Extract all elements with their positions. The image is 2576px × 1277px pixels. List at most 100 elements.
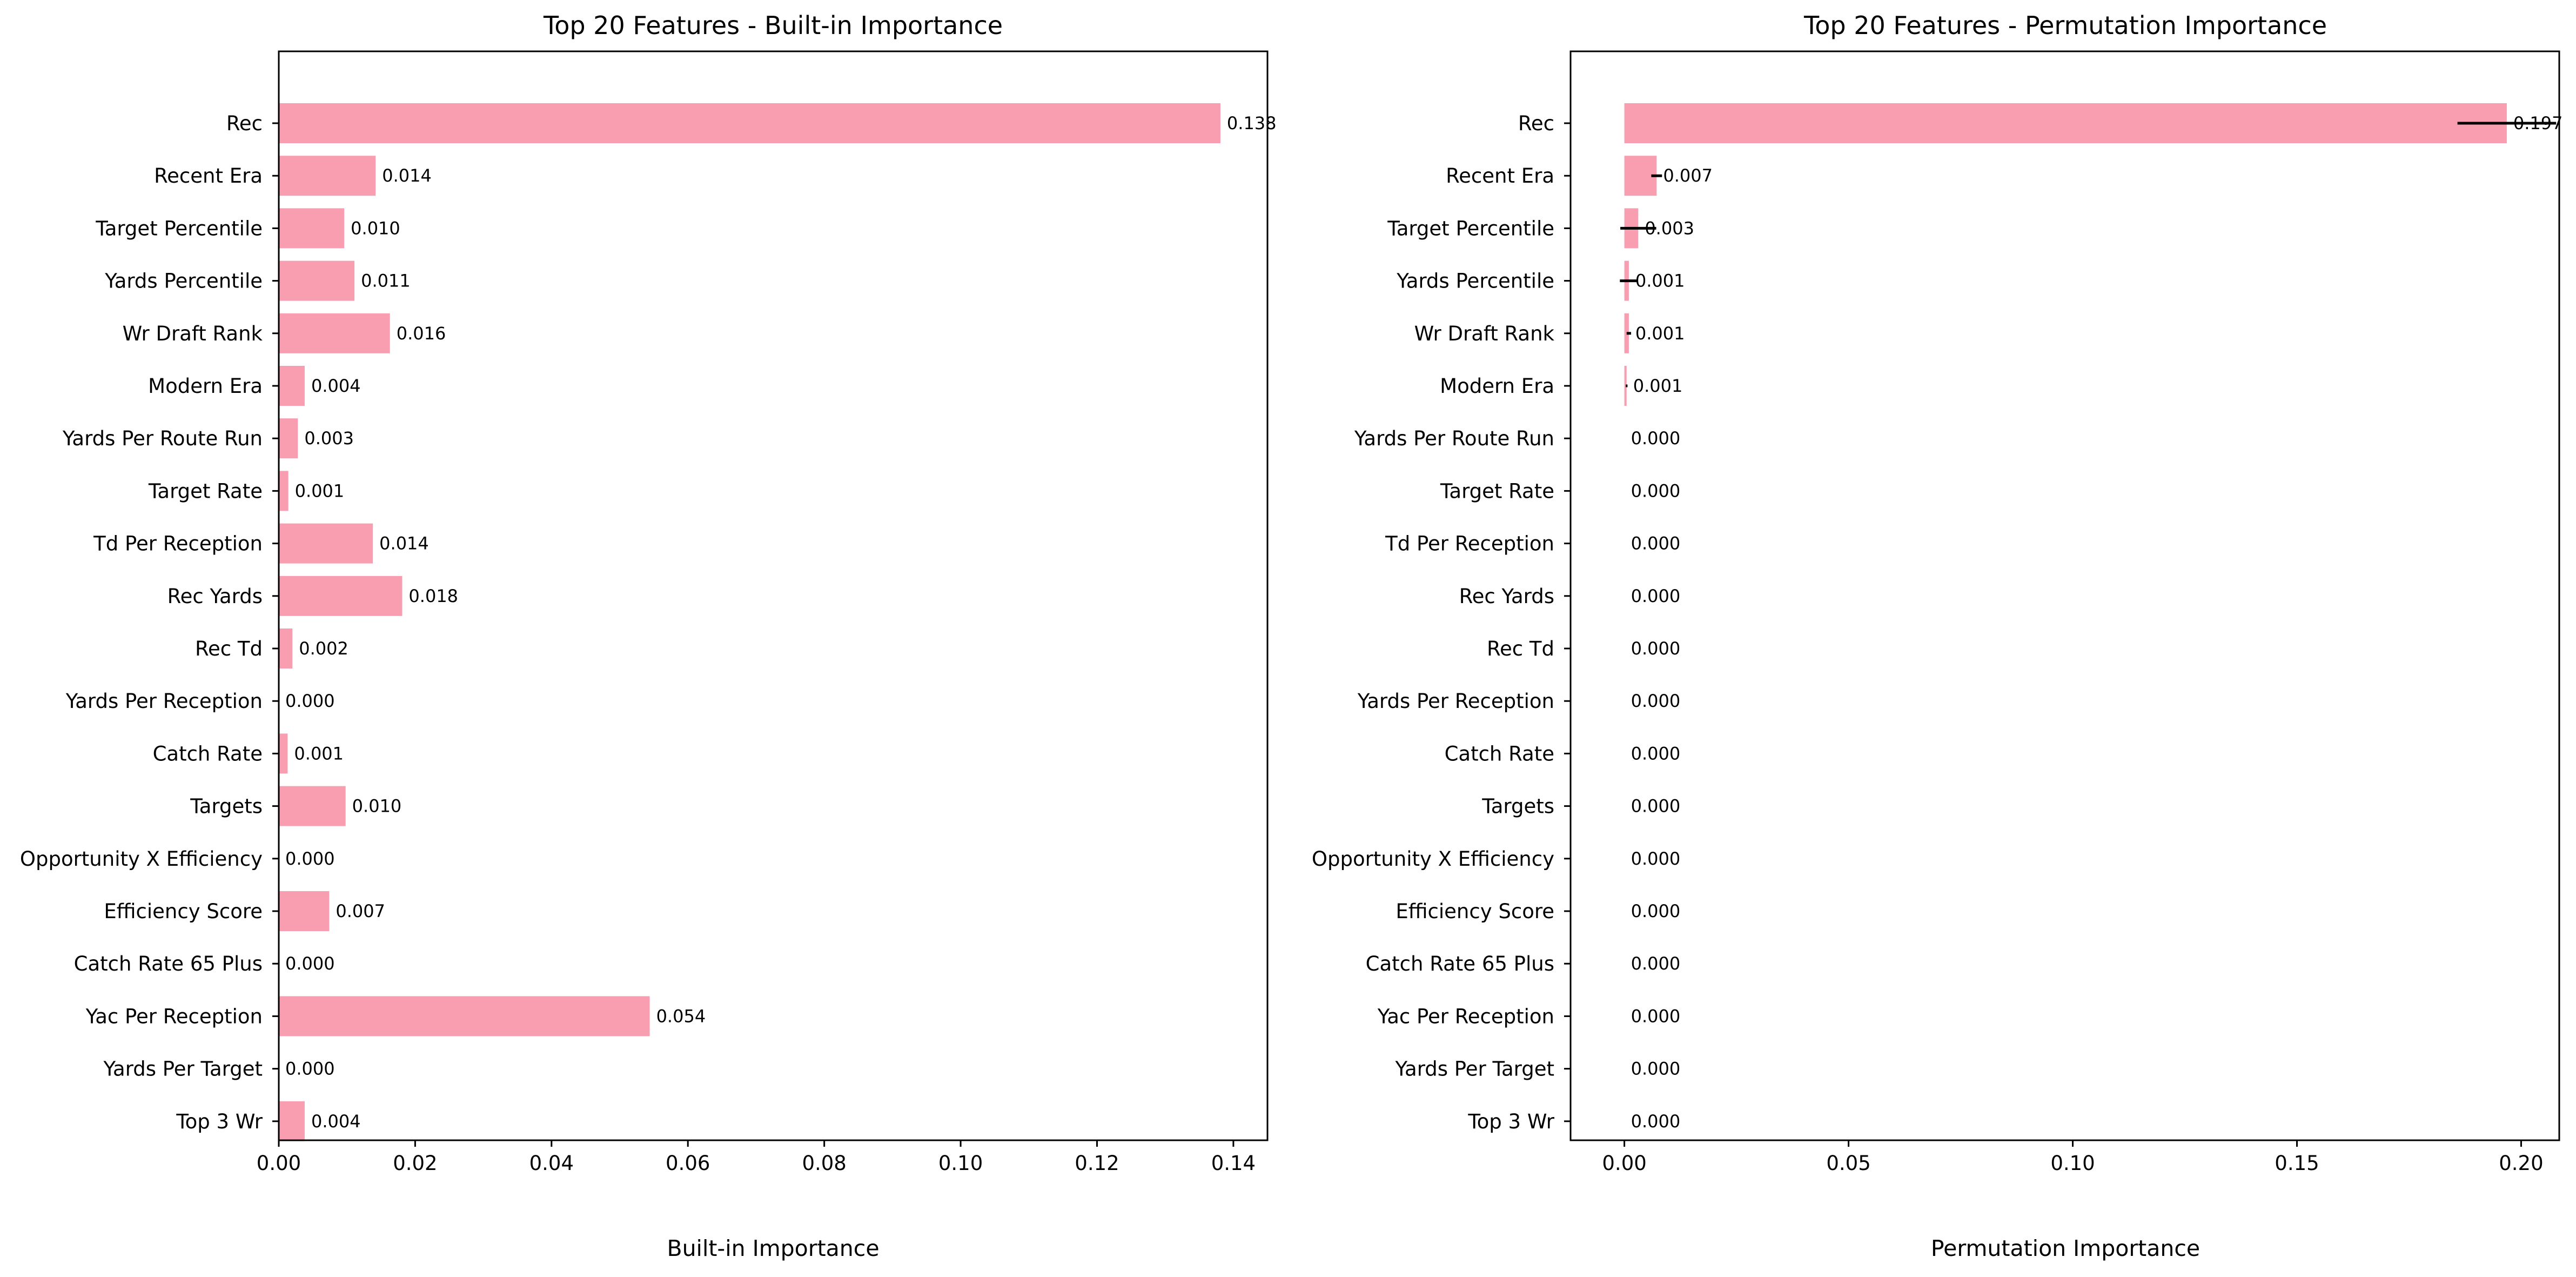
permutation-bar	[1624, 366, 1627, 406]
builtin-category-label: Top 3 Wr	[176, 1110, 263, 1133]
builtin-category-label: Targets	[190, 795, 263, 818]
builtin-bar	[279, 996, 650, 1037]
permutation-category-label: Modern Era	[1440, 375, 1554, 398]
permutation-value-label: 0.001	[1635, 323, 1685, 344]
builtin-category-label: Rec	[226, 112, 263, 135]
builtin-bar	[279, 366, 305, 406]
builtin-bar	[279, 313, 390, 353]
permutation-category-label: Targets	[1481, 795, 1554, 818]
builtin-category-label: Modern Era	[148, 375, 263, 398]
permutation-category-label: Catch Rate	[1445, 742, 1554, 765]
builtin-category-label: Target Percentile	[95, 217, 263, 240]
builtin-bar	[279, 471, 289, 511]
builtin-category-label: Wr Draft Rank	[123, 322, 263, 345]
builtin-value-label: 0.010	[351, 218, 400, 238]
permutation-value-label: 0.000	[1631, 743, 1681, 764]
permutation-category-label: Target Percentile	[1387, 217, 1554, 240]
builtin-value-label: 0.016	[397, 323, 446, 344]
builtin-category-label: Efficiency Score	[104, 900, 263, 923]
builtin-value-label: 0.000	[285, 848, 335, 869]
builtin-value-label: 0.004	[311, 1111, 361, 1132]
permutation-value-label: 0.000	[1631, 848, 1681, 869]
permutation-value-label: 0.003	[1645, 218, 1694, 238]
builtin-value-label: 0.018	[408, 586, 458, 606]
builtin-bar	[279, 156, 376, 196]
permutation-category-label: Yards Per Target	[1395, 1058, 1554, 1081]
permutation-value-label: 0.001	[1635, 271, 1685, 291]
permutation-bar	[1624, 103, 2507, 143]
builtin-value-label: 0.003	[304, 428, 354, 449]
permutation-x-tick-label: 0.15	[2275, 1152, 2319, 1175]
builtin-plot-area: Rec 0.138 Recent Era 0.014 Target Percentile…	[20, 103, 1277, 1175]
builtin-x-axis-label: Built-in Importance	[667, 1235, 879, 1261]
permutation-category-label: Td Per Reception	[1385, 532, 1554, 556]
builtin-bar	[279, 733, 288, 774]
permutation-category-label: Target Rate	[1440, 479, 1554, 503]
builtin-category-label: Catch Rate	[153, 742, 263, 765]
permutation-value-label: 0.197	[2513, 113, 2563, 133]
permutation-value-label: 0.000	[1631, 1111, 1681, 1132]
permutation-value-label: 0.000	[1631, 1059, 1681, 1079]
permutation-category-label: Yac Per Reception	[1377, 1005, 1554, 1028]
builtin-bar	[279, 891, 330, 931]
builtin-bar	[279, 208, 345, 249]
permutation-category-label: Rec	[1518, 112, 1554, 135]
builtin-category-label: Yards Per Reception	[65, 690, 263, 713]
builtin-category-label: Catch Rate 65 Plus	[74, 952, 263, 975]
builtin-importance-chart: Top 20 Features - Built-in Importance Re…	[20, 11, 1277, 1261]
builtin-bar	[279, 103, 1220, 143]
permutation-value-label: 0.000	[1631, 533, 1681, 554]
builtin-value-label: 0.000	[285, 953, 335, 974]
permutation-importance-chart: Top 20 Features - Permutation Importance…	[1312, 11, 2563, 1261]
builtin-category-label: Yards Per Target	[103, 1058, 263, 1081]
permutation-plot-area: Rec 0.197 Recent Era 0.007 Target Percentile…	[1312, 103, 2563, 1175]
builtin-value-label: 0.004	[311, 376, 361, 396]
permutation-x-tick-label: 0.10	[2050, 1152, 2095, 1175]
permutation-category-label: Wr Draft Rank	[1414, 322, 1555, 345]
builtin-category-label: Opportunity X Efficiency	[20, 847, 263, 871]
builtin-x-tick-label: 0.14	[1211, 1152, 1256, 1175]
permutation-x-tick-label: 0.00	[1602, 1152, 1646, 1175]
builtin-category-label: Rec Td	[195, 637, 263, 660]
builtin-value-label: 0.014	[382, 165, 432, 186]
builtin-bar	[279, 629, 293, 668]
permutation-value-label: 0.000	[1631, 691, 1681, 711]
builtin-value-label: 0.138	[1227, 113, 1277, 133]
builtin-bar	[279, 576, 403, 616]
permutation-x-tick-label: 0.05	[1826, 1152, 1870, 1175]
permutation-chart-title: Top 20 Features - Permutation Importance	[1803, 11, 2327, 40]
permutation-category-label: Opportunity X Efficiency	[1312, 847, 1554, 871]
builtin-category-label: Recent Era	[154, 164, 263, 188]
permutation-category-label: Efficiency Score	[1396, 900, 1554, 923]
permutation-category-label: Rec Yards	[1459, 585, 1554, 608]
permutation-category-label: Rec Td	[1487, 637, 1554, 660]
builtin-value-label: 0.000	[285, 691, 335, 711]
permutation-category-label: Top 3 Wr	[1467, 1110, 1554, 1133]
permutation-plot-frame	[1569, 50, 2560, 1141]
builtin-bar	[279, 418, 298, 459]
builtin-value-label: 0.002	[299, 638, 348, 659]
permutation-value-label: 0.000	[1631, 901, 1681, 921]
builtin-plot-frame	[278, 50, 1269, 1141]
builtin-x-tick-label: 0.00	[257, 1152, 301, 1175]
builtin-value-label: 0.010	[352, 796, 402, 817]
builtin-x-tick-label: 0.04	[529, 1152, 574, 1175]
permutation-value-label: 0.000	[1631, 638, 1681, 659]
permutation-value-label: 0.000	[1631, 480, 1681, 501]
builtin-bar	[279, 786, 346, 826]
permutation-category-label: Yards Per Reception	[1357, 690, 1554, 713]
builtin-category-label: Rec Yards	[167, 585, 263, 608]
permutation-value-label: 0.000	[1631, 586, 1681, 606]
permutation-value-label: 0.001	[1633, 376, 1683, 396]
permutation-x-tick-label: 0.20	[2499, 1152, 2543, 1175]
builtin-value-label: 0.000	[285, 1059, 335, 1079]
permutation-value-label: 0.000	[1631, 953, 1681, 974]
builtin-bar	[279, 523, 373, 564]
builtin-x-tick-label: 0.02	[393, 1152, 437, 1175]
builtin-x-tick-label: 0.10	[938, 1152, 983, 1175]
builtin-value-label: 0.001	[294, 743, 344, 764]
builtin-value-label: 0.007	[336, 901, 385, 921]
permutation-value-label: 0.007	[1663, 165, 1713, 186]
